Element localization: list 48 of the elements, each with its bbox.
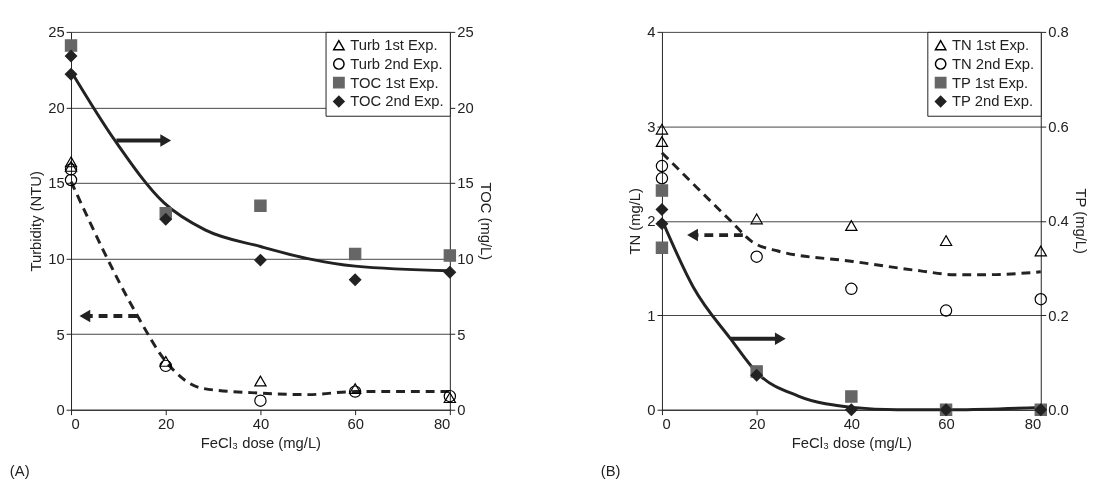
y2-tick-label: 0.2 [1048, 307, 1069, 324]
y-tick-label: 10 [48, 251, 65, 268]
y2-tick-label: 5 [457, 326, 466, 343]
x-axis-title: FeCl₃ dose (mg/L) [200, 434, 322, 451]
text: (A) [9, 462, 30, 479]
y-tick-label: 1 [647, 307, 656, 324]
x-tick-label: 80 [433, 415, 451, 432]
legend-label: Turb 1st Exp. [350, 37, 438, 54]
x-tick-label: 60 [347, 415, 364, 432]
text: (B) [600, 462, 621, 479]
y-tick-label: 4 [647, 24, 656, 41]
x-tick-label: 0 [662, 415, 671, 432]
y-tick-label: 0 [647, 402, 656, 419]
x-tick-label: 0 [71, 415, 80, 432]
y-tick-label: 0 [56, 402, 65, 419]
legend-label: TP 2nd Exp. [951, 93, 1034, 110]
y-tick-label: 15 [48, 175, 65, 192]
x-tick-label: 80 [1024, 415, 1042, 432]
y2-tick-label: 0.0 [1048, 402, 1069, 419]
x-axis-title: FeCl₃ dose (mg/L) [791, 434, 912, 451]
y2-tick-label: 20 [457, 99, 474, 116]
legend-label: TP 1st Exp. [951, 74, 1029, 91]
y2-tick-label: 0.8 [1048, 24, 1069, 41]
y-axis-title: TN (mg/L) [627, 188, 644, 255]
x-tick-label: 60 [938, 415, 955, 432]
x-tick-label: 40 [252, 415, 270, 432]
y-tick-label: 25 [48, 24, 65, 41]
legend-label: TOC 2nd Exp. [350, 93, 444, 110]
legend-label: Turb 2nd Exp. [350, 55, 443, 72]
y-tick-label: 3 [647, 118, 656, 135]
y-tick-label: 5 [56, 326, 65, 343]
y2-axis-title: TOC (mg/L) [477, 182, 494, 261]
y2-tick-label: 0 [457, 402, 466, 419]
y2-tick-label: 25 [457, 24, 474, 41]
y-tick-label: 20 [48, 99, 65, 116]
y-tick-label: 2 [647, 213, 656, 230]
y2-axis-title: TP (mg/L) [1072, 188, 1089, 255]
x-tick-label: 20 [748, 415, 766, 432]
legend-label: TOC 1st Exp. [350, 74, 439, 91]
legend-label: TN 2nd Exp. [951, 55, 1035, 72]
legend-label: TN 1st Exp. [951, 37, 1030, 54]
x-tick-label: 20 [158, 415, 175, 432]
x-tick-label: 40 [843, 415, 861, 432]
y-axis-title: Turbidity (NTU) [28, 171, 45, 272]
y2-tick-label: 0.4 [1048, 213, 1069, 230]
y2-tick-label: 15 [457, 175, 474, 192]
y2-tick-label: 0.6 [1048, 118, 1069, 135]
y2-tick-label: 10 [457, 251, 474, 268]
